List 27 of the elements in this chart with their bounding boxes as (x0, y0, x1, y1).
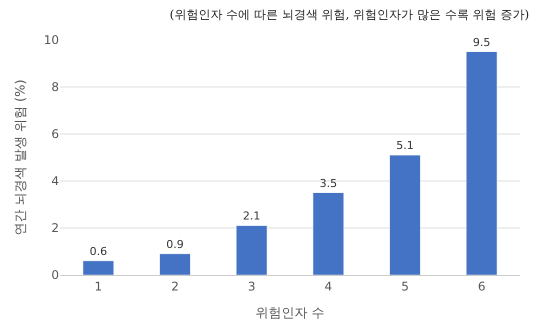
data-label: 3.5 (320, 176, 338, 190)
data-label: 0.9 (166, 238, 184, 251)
bar (159, 254, 191, 275)
x-tick-label: 4 (324, 279, 332, 294)
y-axis-title: 연간 뇌경색 발생 위험 (%) (14, 79, 29, 236)
y-tick-label: 2 (51, 221, 59, 236)
y-tick-label: 0 (51, 268, 59, 282)
x-tick-label: 1 (94, 279, 102, 294)
y-tick-label: 6 (51, 127, 59, 142)
x-axis-title: 위험인자 수 (255, 306, 325, 321)
bar (466, 52, 498, 275)
data-label: 9.5 (472, 36, 490, 49)
bar (312, 192, 344, 275)
bar (82, 260, 114, 275)
x-tick-label: 6 (478, 279, 486, 294)
data-label: 0.6 (90, 244, 108, 258)
bar (236, 225, 268, 275)
chart-title: (위험인자 수에 따른 뇌경색 위험, 위험인자가 많은 수록 위험 증가) (170, 7, 530, 22)
x-tick-label: 5 (401, 279, 409, 294)
x-tick-label: 2 (171, 279, 179, 294)
data-label: 5.1 (396, 139, 414, 152)
y-tick-label: 10 (44, 33, 59, 48)
x-tick-label: 3 (248, 279, 256, 294)
data-label: 2.1 (242, 210, 260, 223)
y-tick-label: 4 (51, 174, 59, 188)
y-tick-label: 8 (51, 80, 59, 94)
bar (389, 154, 421, 275)
